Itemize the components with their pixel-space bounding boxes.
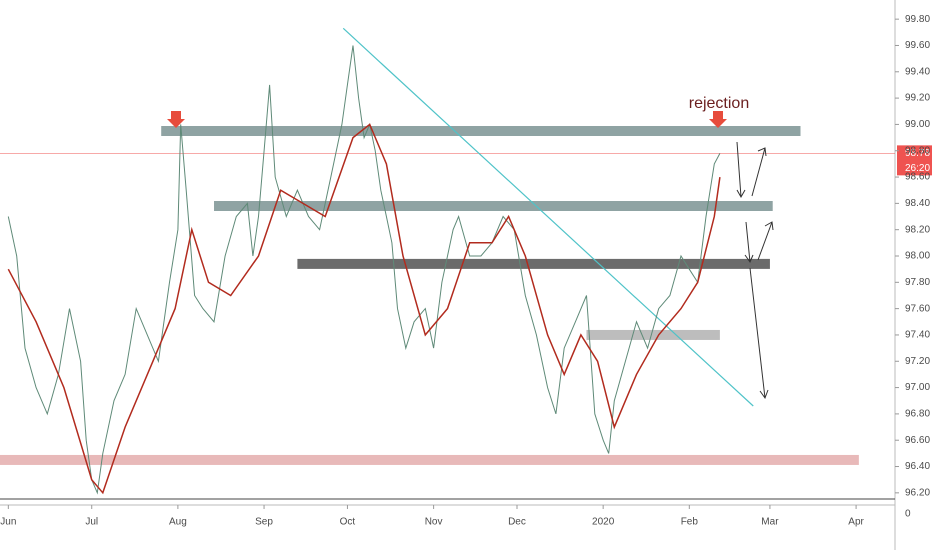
level-zone <box>297 258 770 269</box>
trendline <box>342 27 754 407</box>
x-tick-label: Jun <box>0 517 16 528</box>
volume-axis-label: 0 <box>905 509 911 520</box>
y-tick-label: 97.80 <box>905 277 930 288</box>
x-tick-label: Oct <box>340 517 356 528</box>
y-tick-label: 98.00 <box>905 251 930 262</box>
y-tick-label: 98.20 <box>905 224 930 235</box>
level-zone <box>214 201 773 211</box>
y-tick-label: 99.20 <box>905 93 930 104</box>
x-tick-label: Nov <box>425 517 443 528</box>
x-tick-label: Dec <box>508 517 526 528</box>
level-zone <box>161 126 801 136</box>
annotation: rejection <box>689 95 749 112</box>
y-tick-label: 96.80 <box>905 409 930 420</box>
y-tick-label: 96.20 <box>905 487 930 498</box>
x-tick-label: Feb <box>681 517 699 528</box>
x-tick-label: Apr <box>848 517 864 528</box>
level-zone <box>586 329 720 340</box>
series-line <box>7 45 721 495</box>
y-tick-label: 98.80 <box>905 145 930 156</box>
y-tick-label: 99.00 <box>905 119 930 130</box>
countdown: 26:20 <box>905 163 930 174</box>
y-tick-label: 97.40 <box>905 330 930 341</box>
level-zone <box>0 454 859 465</box>
x-tick-label: Aug <box>169 517 187 528</box>
x-tick-label: Jul <box>85 517 98 528</box>
marker-arrow <box>167 111 185 128</box>
y-tick-label: 97.20 <box>905 356 930 367</box>
series-line <box>7 123 721 495</box>
x-tick-label: 2020 <box>592 517 615 528</box>
y-tick-label: 99.60 <box>905 40 930 51</box>
y-tick-label: 97.00 <box>905 382 930 393</box>
marker-arrow <box>709 111 727 128</box>
x-tick-label: Sep <box>255 517 273 528</box>
y-tick-label: 96.40 <box>905 461 930 472</box>
price-label: 98.78 <box>905 148 930 159</box>
y-tick-label: 99.40 <box>905 66 930 77</box>
y-tick-label: 97.60 <box>905 303 930 314</box>
y-tick-label: 96.60 <box>905 435 930 446</box>
price-tag <box>897 145 932 176</box>
x-tick-label: Mar <box>761 517 779 528</box>
y-tick-label: 98.40 <box>905 198 930 209</box>
y-tick-label: 98.60 <box>905 172 930 183</box>
y-tick-label: 99.80 <box>905 14 930 25</box>
projection-arrows <box>736 141 774 400</box>
plot <box>0 27 895 495</box>
